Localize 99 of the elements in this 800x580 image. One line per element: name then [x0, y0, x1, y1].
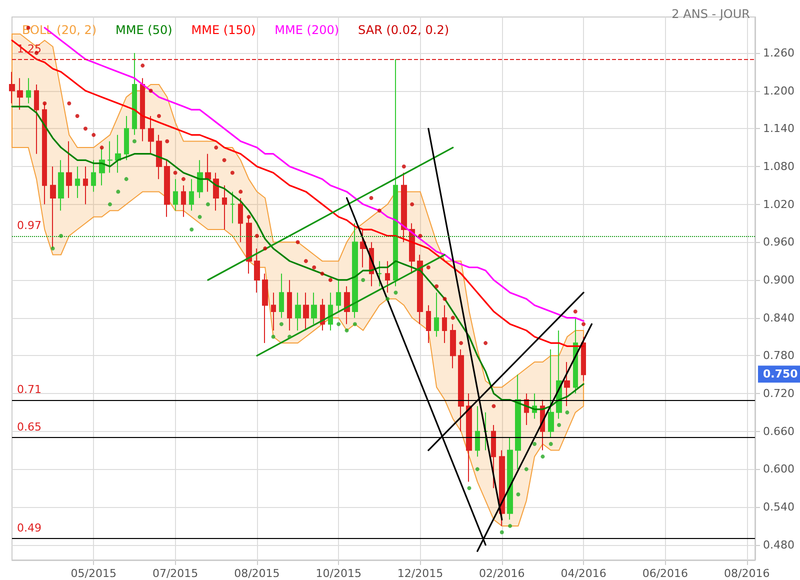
candlestick — [458, 348, 464, 432]
candlestick — [499, 450, 505, 526]
x-tick-label: 07/2015 — [152, 567, 198, 580]
x-tick-label: 12/2015 — [397, 567, 444, 580]
text: SAR (0.02, 0.2) — [358, 23, 450, 37]
y-tick-label: 0.660 — [763, 424, 794, 438]
candlestick — [115, 134, 121, 174]
candlestick — [328, 292, 333, 331]
candlestick — [442, 304, 447, 344]
candlestick — [287, 279, 292, 331]
y-tick-label: 0.840 — [763, 311, 794, 324]
candlestick — [426, 304, 431, 344]
candlestick — [385, 260, 390, 294]
candlestick — [50, 166, 56, 249]
y-tick-label: 0.720 — [763, 387, 794, 400]
candlestick — [83, 166, 88, 205]
candlestick — [466, 393, 472, 482]
candlestick — [238, 198, 243, 243]
candlestick — [491, 424, 496, 489]
y-tick-label: 1.020 — [763, 198, 794, 211]
candlestick — [564, 361, 570, 407]
candlestick — [254, 248, 260, 294]
y-tick-label: 0.960 — [763, 236, 794, 249]
candlestick — [434, 292, 439, 338]
candlestick — [475, 406, 480, 458]
x-tick-label: 06/2016 — [642, 567, 688, 580]
x-tick-label: 08/2015 — [234, 567, 280, 580]
ref-line-label: 0.71 — [17, 382, 42, 396]
candlestick — [75, 166, 80, 198]
y-tick-label: 1.140 — [763, 122, 794, 136]
y-tick-label: 0.780 — [763, 349, 794, 362]
candlestick — [164, 160, 170, 218]
candlestick — [189, 178, 194, 212]
candlestick — [279, 273, 284, 318]
candlestick — [205, 153, 211, 192]
candlestick — [156, 134, 162, 180]
candlestick — [222, 184, 227, 230]
candlestick — [230, 191, 235, 224]
text: MME (50) — [116, 23, 172, 37]
x-tick-label: 02/2016 — [479, 567, 525, 580]
y-tick-label: 0.900 — [763, 273, 794, 286]
candlestick — [26, 78, 31, 104]
candlestick — [58, 160, 64, 212]
y-tick-label: 0.480 — [763, 538, 794, 552]
candlestick — [295, 292, 301, 331]
text: MME (200) — [274, 23, 340, 37]
candlestick — [197, 160, 203, 198]
candlestick — [401, 172, 407, 243]
candlestick — [42, 102, 47, 205]
candlestick — [548, 348, 554, 438]
text: MME (150) — [191, 23, 256, 37]
ref-line-label: 0.97 — [17, 218, 42, 232]
candlestick — [99, 147, 105, 186]
text: 0.750 — [763, 368, 798, 381]
x-tick-label: 08/2016 — [724, 567, 770, 580]
y-tick-label: 1.080 — [763, 160, 794, 173]
candlestick — [91, 160, 96, 192]
candlestick — [515, 374, 521, 470]
y-tick-label: 1.260 — [763, 46, 794, 60]
candlestick — [246, 216, 252, 274]
candlestick — [213, 172, 219, 212]
y-tick-label: 0.600 — [763, 462, 794, 476]
candlestick — [311, 292, 317, 325]
candlestick — [181, 184, 186, 218]
candlestick — [352, 222, 358, 318]
candlestick — [450, 324, 456, 369]
candlestick — [483, 412, 488, 451]
candlestick — [377, 260, 382, 287]
candlestick — [124, 116, 129, 161]
candlestick — [336, 279, 341, 312]
candlestick — [173, 178, 178, 212]
candlestick — [9, 71, 15, 104]
candlestick — [271, 292, 276, 331]
x-tick-label: 10/2015 — [316, 567, 362, 580]
candlestick — [148, 116, 154, 154]
candlestick — [17, 78, 23, 110]
candlestick — [344, 286, 350, 325]
candlestick — [320, 298, 325, 331]
candlestick — [417, 254, 423, 325]
ref-line-label: 0.65 — [17, 420, 42, 434]
candlestick — [262, 273, 268, 344]
candlestick — [140, 78, 145, 142]
candlestick — [303, 292, 309, 331]
ref-line-label: 0.49 — [17, 522, 42, 535]
candlestick — [360, 229, 366, 268]
line-series — [11, 40, 584, 348]
x-tick-label: 04/2016 — [560, 567, 606, 580]
candlestick — [393, 58, 398, 287]
chart-subtitle: 2 ANS - JOUR — [672, 7, 750, 21]
y-tick-label: 1.200 — [763, 84, 794, 98]
candlestick — [107, 140, 113, 174]
candlestick — [66, 140, 72, 198]
candlestick — [132, 52, 137, 136]
y-tick-label: 0.540 — [763, 500, 794, 514]
line-series — [11, 106, 584, 410]
x-tick-label: 05/2015 — [70, 567, 116, 580]
candlestick — [581, 336, 586, 382]
candlestick — [34, 84, 39, 154]
candlestick — [507, 437, 513, 520]
